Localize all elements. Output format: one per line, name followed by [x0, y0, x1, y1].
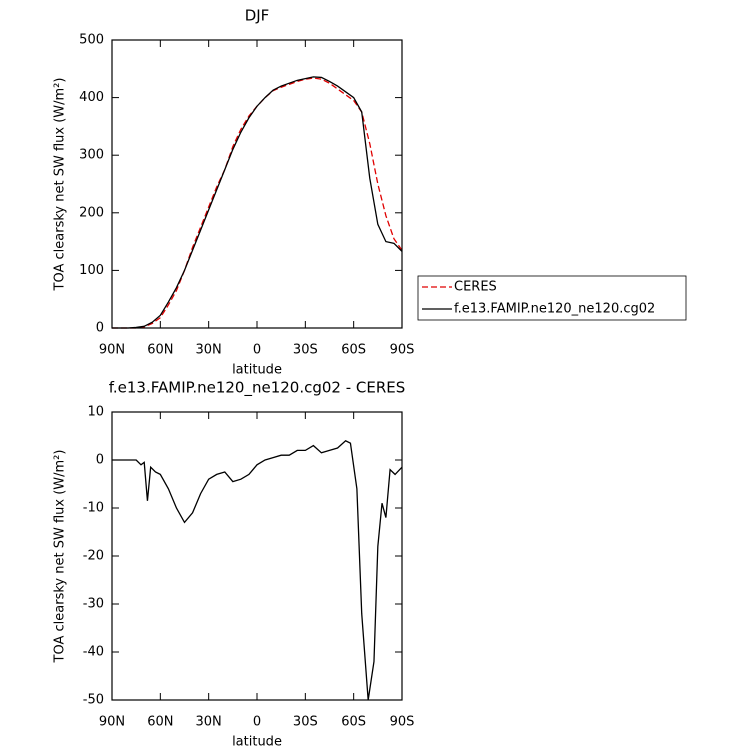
data-line [112, 76, 403, 329]
y-tick-label: -50 [83, 693, 104, 708]
plot-frame [111, 39, 403, 329]
x-tick-label: 90N [99, 343, 125, 358]
y-tick-label: -30 [83, 597, 104, 612]
y-tick-label: 300 [79, 148, 104, 163]
y-tick-label: -40 [83, 645, 104, 660]
x-tick-label: 60N [147, 343, 173, 358]
y-tick-label: -10 [83, 501, 104, 516]
legend-label: f.e13.FAMIP.ne120_ne120.cg02 [454, 302, 655, 317]
x-tick-label: 0 [253, 343, 261, 358]
y-tick-label: 500 [79, 33, 104, 48]
x-tick-label: 0 [253, 715, 261, 730]
x-tick-label: 90N [99, 715, 125, 730]
x-tick-label: 90S [390, 715, 415, 730]
x-tick-label: 60S [341, 715, 366, 730]
y-tick-label: -20 [83, 549, 104, 564]
x-tick-label: 30N [196, 715, 222, 730]
y-axis-label: TOA clearsky net SW flux (W/m²) [53, 78, 68, 292]
x-axis-label: latitude [232, 363, 282, 378]
x-tick-label: 60N [147, 715, 173, 730]
chart-title: f.e13.FAMIP.ne120_ne120.cg02 - CERES [109, 379, 406, 398]
chart-title: DJF [245, 7, 270, 25]
legend-box [417, 275, 687, 321]
y-tick-label: 400 [79, 90, 104, 105]
y-tick-label: 0 [96, 321, 104, 336]
x-tick-label: 90S [390, 343, 415, 358]
y-tick-label: 200 [79, 205, 104, 220]
x-tick-label: 30S [293, 343, 318, 358]
plot-frame [111, 411, 403, 701]
x-axis-label: latitude [232, 735, 282, 750]
x-tick-label: 60S [341, 343, 366, 358]
data-line [112, 440, 403, 701]
x-tick-label: 30N [196, 343, 222, 358]
legend-label: CERES [454, 280, 497, 295]
y-axis-label: TOA clearsky net SW flux (W/m²) [53, 450, 68, 664]
y-tick-label: 10 [87, 405, 104, 420]
data-line [112, 77, 403, 329]
x-tick-label: 30S [293, 715, 318, 730]
y-tick-label: 0 [96, 453, 104, 468]
y-tick-label: 100 [79, 263, 104, 278]
